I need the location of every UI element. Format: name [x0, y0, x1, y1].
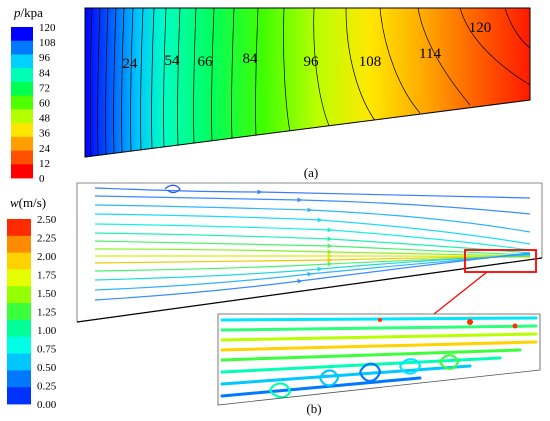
svg-text:w(m/s): w(m/s) — [10, 195, 46, 210]
zoom-region-box — [464, 249, 537, 273]
contour-label: 96 — [304, 54, 320, 70]
pressure-legend-var: p — [13, 5, 21, 20]
caption-b: (b) — [306, 401, 321, 416]
velocity-legend-tick-label: 2.00 — [37, 251, 57, 263]
contour-label: 84 — [243, 51, 259, 67]
panel-b: w(m/s) 2.50 2.25 2.00 1.75 1.50 1.25 1.00 0.75 0… — [7, 182, 543, 416]
pressure-legend-tick-label: 72 — [39, 82, 50, 94]
streamlines — [94, 187, 531, 301]
pressure-legend-tick-label: 0 — [39, 173, 45, 185]
pressure-legend-tick-label: 48 — [39, 113, 51, 125]
pressure-legend-tick-label: 12 — [39, 158, 50, 170]
velocity-legend: w(m/s) 2.50 2.25 2.00 1.75 1.50 1.25 1.00 0.75 0… — [7, 195, 57, 411]
pressure-legend-tick-label: 96 — [39, 52, 51, 64]
pressure-legend-cell — [11, 164, 33, 179]
pressure-legend-cell — [11, 54, 33, 69]
velocity-legend-unit: (m/s) — [19, 195, 46, 210]
contour-lines — [89, 8, 530, 157]
pressure-legend-tick-label: 36 — [39, 128, 51, 140]
contour-label: 24 — [123, 56, 139, 72]
pressure-legend-tick-label: 120 — [39, 22, 56, 34]
contour-label: 54 — [165, 53, 181, 69]
pressure-legend-cell — [11, 81, 33, 97]
velocity-legend-cell — [7, 269, 31, 287]
velocity-legend-var: w — [10, 195, 19, 210]
svg-text:p/kpa: p/kpa — [13, 5, 43, 20]
pressure-legend-cell — [11, 95, 33, 110]
velocity-legend-cell — [7, 286, 31, 304]
pressure-legend-tick-label: 24 — [39, 143, 51, 155]
contour-label: 108 — [359, 54, 382, 70]
pressure-legend-cell — [11, 150, 33, 165]
velocity-legend-cell — [7, 219, 31, 237]
velocity-legend-tick-label: 0.00 — [37, 399, 57, 411]
velocity-legend-tick-label: 2.50 — [37, 214, 57, 226]
velocity-legend-tick-label: 1.75 — [37, 270, 57, 282]
velocity-legend-cell — [7, 387, 31, 405]
streamline-plot — [76, 182, 543, 323]
pressure-legend-cell — [11, 40, 33, 55]
inset-vectors — [218, 314, 540, 405]
velocity-legend-tick-label: 1.25 — [37, 307, 57, 319]
velocity-legend-tick-label: 2.25 — [37, 233, 57, 245]
pressure-contour-plot: 24 54 66 84 96 108 114 120 — [84, 7, 531, 158]
velocity-legend-cell — [7, 319, 31, 338]
pressure-legend-cell — [11, 27, 33, 42]
pressure-legend-colorbar — [11, 27, 33, 179]
velocity-legend-tick-label: 0.25 — [37, 381, 57, 393]
velocity-legend-cell — [7, 303, 31, 321]
domain-outline — [84, 7, 531, 158]
velocity-legend-tick-label: 0.75 — [37, 344, 57, 356]
pressure-legend-tick-label: 84 — [39, 67, 51, 79]
velocity-legend-colorbar — [7, 219, 31, 405]
contour-labels: 24 54 66 84 96 108 114 120 — [123, 20, 492, 72]
velocity-legend-cell — [7, 370, 31, 388]
recirculation-eddy — [164, 184, 181, 194]
velocity-legend-tick-label: 1.50 — [37, 288, 57, 300]
velocity-legend-cell — [7, 336, 31, 354]
contour-label: 66 — [198, 54, 214, 70]
pressure-legend-cell — [11, 136, 33, 151]
contour-label: 120 — [469, 20, 492, 36]
velocity-legend-cell — [7, 252, 31, 270]
velocity-legend-cell — [7, 235, 31, 254]
pressure-legend-unit: /kpa — [21, 5, 44, 20]
pressure-legend-cell — [11, 123, 33, 138]
velocity-legend-cell — [7, 353, 31, 371]
caption-a: (a) — [304, 165, 318, 180]
zoomed-inset — [217, 313, 541, 406]
velocity-legend-tick-label: 0.50 — [37, 362, 57, 374]
pressure-legend-cell — [11, 68, 33, 83]
pressure-legend-cell — [11, 109, 33, 124]
velocity-legend-ticks: 2.50 2.25 2.00 1.75 1.50 1.25 1.00 0.75 0.50 0.25… — [37, 214, 57, 411]
inset-outline — [217, 313, 541, 406]
velocity-legend-tick-label: 1.00 — [37, 325, 57, 337]
contour-label: 114 — [419, 46, 441, 62]
pressure-legend-tick-label: 60 — [39, 98, 51, 110]
zoom-connector — [433, 271, 488, 315]
pressure-legend-tick-label: 108 — [39, 37, 56, 49]
